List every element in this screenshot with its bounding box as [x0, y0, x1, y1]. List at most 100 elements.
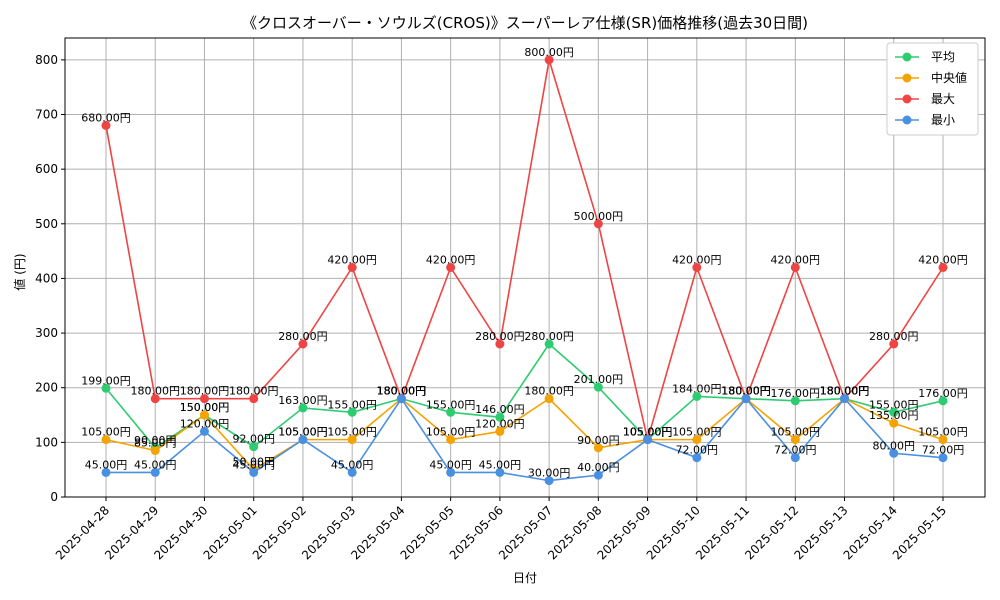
legend-swatch-marker: [902, 52, 912, 62]
legend-entry: 最大: [931, 92, 955, 106]
data-point: [790, 435, 800, 445]
data-point: [544, 394, 554, 404]
data-point: [495, 412, 505, 422]
data-point: [889, 448, 899, 458]
data-point: [692, 435, 702, 445]
data-point: [446, 435, 456, 445]
data-point: [446, 467, 456, 477]
data-label: 280.00円: [278, 330, 328, 343]
data-label: 180.00円: [820, 385, 870, 398]
data-label: 90.00円: [577, 434, 620, 447]
data-point: [249, 442, 259, 452]
data-point: [692, 453, 702, 463]
series-layer: [101, 55, 948, 486]
data-label: 150.00円: [180, 401, 230, 414]
data-label: 155.00円: [327, 398, 377, 411]
data-label: 180.00円: [721, 385, 771, 398]
chart-title: 《クロスオーバー・ソウルズ(CROS)》スーパーレア仕様(SR)価格推移(過去3…: [242, 14, 808, 32]
data-label: 150.00円: [180, 401, 230, 414]
data-point: [938, 435, 948, 445]
data-point: [347, 435, 357, 445]
data-label: 420.00円: [426, 254, 476, 267]
data-label: 199.00円: [81, 374, 131, 387]
data-label: 180.00円: [524, 385, 574, 398]
series-line: [106, 397, 944, 482]
data-label: 105.00円: [623, 426, 673, 439]
data-label: 50.00円: [232, 456, 275, 469]
data-label: 420.00円: [771, 254, 821, 267]
data-label: 80.00円: [873, 439, 916, 452]
data-label: 180.00円: [130, 385, 180, 398]
data-label: 420.00円: [672, 254, 722, 267]
data-label: 180.00円: [377, 385, 427, 398]
data-point: [396, 394, 406, 404]
data-label: 120.00円: [180, 417, 230, 430]
data-label: 30.00円: [528, 467, 571, 480]
data-label: 105.00円: [672, 426, 722, 439]
data-label: 72.00円: [922, 444, 965, 457]
data-point: [347, 407, 357, 417]
data-point: [199, 426, 209, 436]
data-label: 45.00円: [134, 458, 177, 471]
y-tick-label: 800: [35, 53, 58, 67]
data-point: [840, 394, 850, 404]
data-label: 163.00円: [278, 394, 328, 407]
data-label: 500.00円: [574, 210, 624, 223]
data-point: [544, 339, 554, 349]
data-point: [544, 55, 554, 65]
data-label: 45.00円: [479, 458, 522, 471]
y-tick-label: 700: [35, 108, 58, 122]
y-tick-label: 500: [35, 217, 58, 231]
data-label: 176.00円: [771, 387, 821, 400]
data-label: 105.00円: [426, 426, 476, 439]
data-point: [101, 120, 111, 130]
data-point: [790, 396, 800, 406]
data-label: 180.00円: [721, 385, 771, 398]
legend-entry: 最小: [931, 113, 955, 127]
data-label: 40.00円: [577, 461, 620, 474]
data-label: 105.00円: [278, 426, 328, 439]
data-point: [495, 467, 505, 477]
data-label: 180.00円: [721, 385, 771, 398]
y-tick-label: 0: [50, 490, 58, 504]
data-point: [790, 453, 800, 463]
data-point: [938, 263, 948, 272]
data-label: 45.00円: [429, 458, 472, 471]
data-point: [495, 426, 505, 436]
legend-swatch-marker: [902, 73, 912, 83]
data-label: 180.00円: [820, 385, 870, 398]
y-tick-label: 200: [35, 381, 58, 395]
data-label: 280.00円: [475, 330, 525, 343]
data-point: [101, 467, 111, 477]
data-label: 92.00円: [232, 433, 275, 446]
data-label: 146.00円: [475, 403, 525, 416]
data-label: 180.00円: [820, 385, 870, 398]
data-label: 280.00円: [524, 330, 574, 343]
data-label: 680.00円: [81, 111, 131, 124]
data-point: [889, 418, 899, 428]
data-point: [150, 446, 160, 456]
data-label: 45.00円: [331, 458, 374, 471]
data-label: 280.00円: [869, 330, 919, 343]
data-label: 45.00円: [232, 458, 275, 471]
data-point: [150, 467, 160, 477]
legend-box: [886, 42, 979, 136]
data-point: [593, 443, 603, 453]
data-label: 105.00円: [327, 426, 377, 439]
data-point: [889, 339, 899, 349]
data-point: [692, 263, 702, 272]
data-label: 180.00円: [721, 385, 771, 398]
data-label: 105.00円: [278, 426, 328, 439]
data-label: 45.00円: [85, 458, 128, 471]
data-point: [298, 339, 308, 349]
data-label: 105.00円: [918, 426, 968, 439]
data-label: 420.00円: [327, 254, 377, 267]
data-point: [150, 394, 160, 404]
data-label: 155.00円: [426, 398, 476, 411]
data-point: [593, 470, 603, 480]
data-label: 180.00円: [377, 385, 427, 398]
